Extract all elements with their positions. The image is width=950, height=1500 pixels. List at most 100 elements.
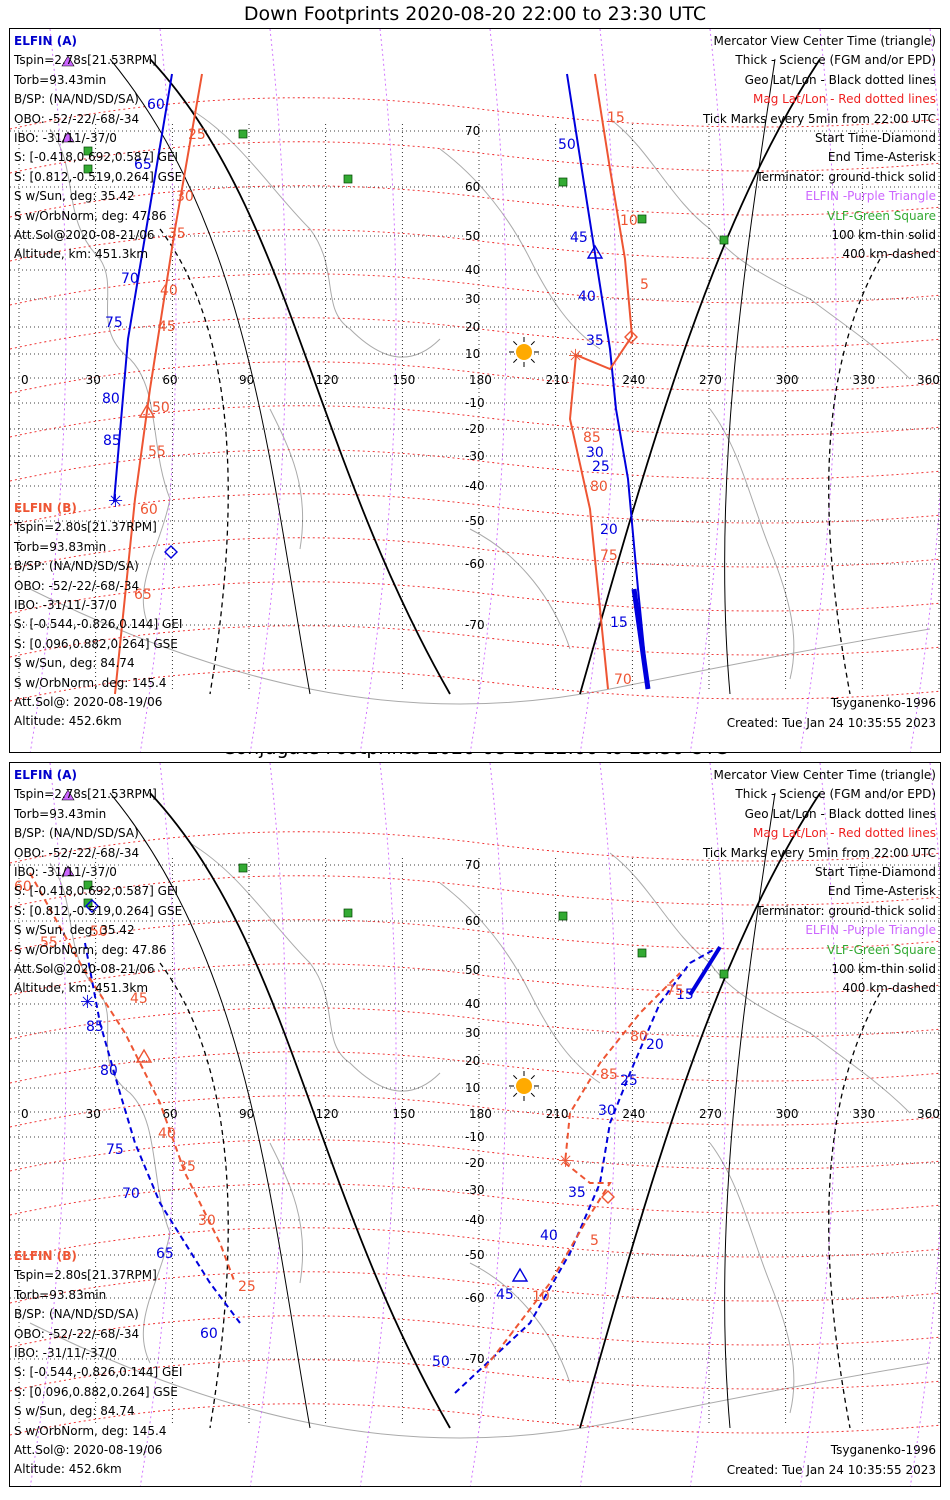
center-time-triangle-icon <box>138 403 156 418</box>
elfin-b-line: S w/Sun, deg: 84.74 <box>14 656 135 671</box>
elfin-a-line: S w/OrbNorm, deg: 47.86 <box>14 208 167 223</box>
coastline <box>709 1142 795 1414</box>
elfin-b-west-tick-label: 65 <box>134 587 152 603</box>
lon-tick-label: 240 <box>622 373 645 387</box>
elfin-a-line: S w/Sun, deg: 35.42 <box>14 189 135 204</box>
legend-line: 400 km-dashed <box>842 981 936 996</box>
elfin-a-line: Torb=93.43min <box>14 806 107 821</box>
lon-tick-label: 0 <box>21 1107 29 1121</box>
lon-tick-label: 330 <box>852 1107 875 1121</box>
elfin-b-east-tick-label: 15 <box>607 110 625 126</box>
elfin-b-west-tick-label: 60 <box>140 502 158 518</box>
elfin-b-west-tick-label: 60 <box>14 879 32 895</box>
elfin-a-line: OBO: -52/-22/-68/-34 <box>14 845 140 860</box>
vlf-station-square-icon <box>558 177 568 187</box>
elfin-b-west-tick-label: 55 <box>148 444 166 460</box>
elfin-a-header: ELFIN (A) <box>14 768 77 782</box>
vlf-station-square-icon <box>83 164 93 174</box>
elfin-b-east-tick-label: 80 <box>630 1029 648 1045</box>
elfin-a-east-tick-label: 25 <box>620 1073 638 1089</box>
elfin-a-west-tick-label: 80 <box>100 1063 118 1079</box>
elfin-a-east-tick-label: 45 <box>570 230 588 246</box>
coastline-layer <box>29 842 931 1439</box>
terminator-west <box>149 58 451 695</box>
elfin-a-line: S: [-0.418,0.692,0.587] GEI <box>14 884 179 899</box>
sun-icon <box>509 337 539 367</box>
elfin-purple-triangle-icon <box>61 55 75 67</box>
elfin-b-line: Torb=93.83min <box>14 539 107 554</box>
elfin-a-line: B/SP: (NA/ND/SD/SA) <box>14 92 139 107</box>
lat-tick-label: -70 <box>465 618 485 632</box>
lon-tick-label: 210 <box>546 373 569 387</box>
coastline <box>469 528 571 650</box>
elfin-a-line: Tspin=2.78s[21.53RPM] <box>14 53 157 68</box>
coastline <box>439 148 601 350</box>
elfin-a-west-tick-label: 65 <box>156 1246 174 1262</box>
elfin-b-line: Att.Sol@: 2020-08-19/06 <box>14 1443 163 1458</box>
elfin-a-east-tick-label: 30 <box>586 445 604 461</box>
lat-tick-label: 70 <box>465 858 480 872</box>
lon-tick-label: 120 <box>316 373 339 387</box>
lon-tick-label: 0 <box>21 373 29 387</box>
elfin-a-line: OBO: -52/-22/-68/-34 <box>14 111 140 126</box>
elfin-a-east-tick-label: 15 <box>610 615 628 631</box>
terminator-100km-east <box>724 58 776 695</box>
model-label: Tsyganenko-1996 <box>830 1443 936 1457</box>
coastline <box>189 842 441 1092</box>
elfin-b-line: Torb=93.83min <box>14 1287 107 1302</box>
elfin-a-line: Tspin=2.78s[21.53RPM] <box>14 787 157 802</box>
elfin-a-science-segment <box>631 588 651 690</box>
lon-tick-label: 270 <box>699 373 722 387</box>
elfin-b-line: S: [-0.544,-0.826,0.144] GEI <box>14 1365 183 1380</box>
elfin-b-west-track <box>29 872 236 1284</box>
elfin-b-west-tick-label: 40 <box>160 283 178 299</box>
elfin-a-line: B/SP: (NA/ND/SD/SA) <box>14 826 139 841</box>
lon-tick-label: 150 <box>392 373 415 387</box>
elfin-b-east-track <box>568 73 634 690</box>
elfin-a-science-segment <box>688 945 722 997</box>
elfin-a-east-tick-label: 35 <box>586 333 604 349</box>
elfin-b-east-tick-label: 75 <box>666 983 684 999</box>
lat-tick-label: -10 <box>465 396 485 410</box>
elfin-a-east-tick-label: 15 <box>676 987 694 1003</box>
end-asterisk-icon: ✳ <box>108 491 123 512</box>
elfin-b-line: OBO: -52/-22/-68/-34 <box>14 1326 140 1341</box>
elfin-b-west-tick-label: 50 <box>90 924 108 940</box>
sun-ray <box>530 341 535 346</box>
elfin-b-line: B/SP: (NA/ND/SD/SA) <box>14 559 139 574</box>
legend-line: Mercator View Center Time (triangle) <box>713 34 936 48</box>
elfin-a-west-tick-label: 85 <box>86 1019 104 1035</box>
lat-tick-label: -30 <box>465 1183 485 1197</box>
elfin-a-line: IBO: -31/11/-37/0 <box>14 865 117 880</box>
elfin-b-line: Tspin=2.80s[21.37RPM] <box>14 520 157 535</box>
elfin-b-east-tick-label: 80 <box>590 479 608 495</box>
elfin-b-line: B/SP: (NA/ND/SD/SA) <box>14 1307 139 1322</box>
elfin-a-west-tick-label: 80 <box>102 391 120 407</box>
lat-tick-label: 60 <box>465 914 480 928</box>
lat-tick-label: 30 <box>465 1026 480 1040</box>
elfin-b-line: Altitude: 452.6km <box>14 1462 122 1477</box>
lon-tick-label: 300 <box>776 373 799 387</box>
elfin-a-line: Torb=93.43min <box>14 72 107 87</box>
elfin-b-line: Tspin=2.80s[21.37RPM] <box>14 1268 157 1283</box>
elfin-b-west-tick-label: 40 <box>158 1126 176 1142</box>
elfin-a-line: Altitude, km: 451.3km <box>14 981 149 996</box>
coastline <box>269 1142 304 1284</box>
elfin-a-east-tick-label: 35 <box>568 1185 586 1201</box>
elfin-a-line: Altitude, km: 451.3km <box>14 247 149 262</box>
start-diamond-icon <box>164 545 178 559</box>
sun-ray <box>513 1092 518 1097</box>
legend-line: 400 km-dashed <box>842 247 936 262</box>
terminator-100km-west <box>109 792 311 1429</box>
terminator-east <box>579 792 821 1429</box>
elfin-a-east-tick-label: 20 <box>600 522 618 538</box>
lon-tick-label: 330 <box>852 373 875 387</box>
lon-tick-label: 300 <box>776 1107 799 1121</box>
elfin-a-header: ELFIN (A) <box>14 34 77 48</box>
sun-ray <box>513 341 518 346</box>
elfin-b-east-tick-label: 75 <box>600 548 618 564</box>
elfin-a-east-tick-label: 30 <box>598 1103 616 1119</box>
lat-tick-label: -40 <box>465 479 485 493</box>
elfin-a-west-tick-label: 75 <box>105 315 123 331</box>
sun-disc <box>516 1078 532 1094</box>
